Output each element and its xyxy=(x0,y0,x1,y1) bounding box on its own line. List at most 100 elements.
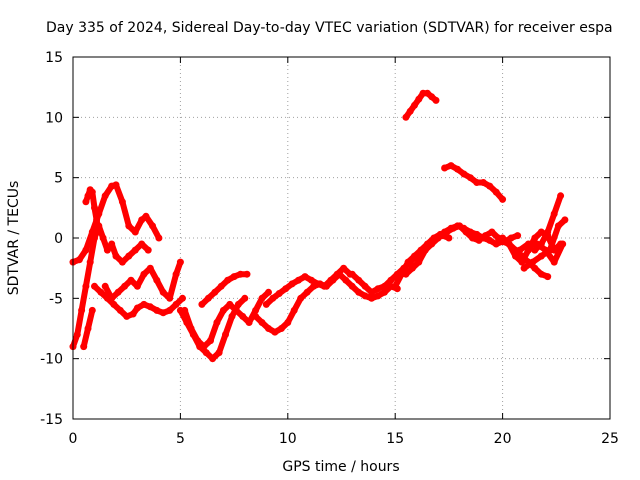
data-point xyxy=(239,312,247,320)
data-point xyxy=(84,325,92,332)
data-point xyxy=(537,228,545,236)
data-point xyxy=(361,292,369,300)
data-point xyxy=(529,258,537,266)
data-point xyxy=(215,349,223,357)
data-point xyxy=(155,234,163,242)
data-point xyxy=(368,288,376,296)
y-axis-label: SDTVAR / TECUs xyxy=(6,181,22,296)
data-point xyxy=(473,230,481,238)
grid-lines xyxy=(73,57,610,419)
y-tick-label: 0 xyxy=(54,231,63,247)
data-point xyxy=(447,162,455,170)
data-point xyxy=(252,312,260,320)
data-point xyxy=(88,306,96,314)
data-point xyxy=(198,300,206,308)
data-point xyxy=(537,270,545,278)
series-line xyxy=(70,222,152,350)
data-point xyxy=(91,204,98,212)
data-point xyxy=(262,300,270,308)
series-track-4 xyxy=(82,186,103,236)
data-point xyxy=(466,228,474,236)
data-point xyxy=(88,188,96,196)
data-point xyxy=(524,240,532,248)
data-point xyxy=(381,282,388,290)
data-point xyxy=(234,300,242,308)
series-track-9 xyxy=(198,270,251,308)
data-point xyxy=(415,95,423,103)
data-point xyxy=(381,288,388,296)
data-point xyxy=(237,270,244,278)
data-point xyxy=(531,264,539,272)
data-point xyxy=(78,306,86,314)
data-point xyxy=(209,355,217,363)
data-point xyxy=(411,252,418,260)
data-point xyxy=(269,294,277,302)
data-point xyxy=(544,228,552,236)
data-point xyxy=(207,337,214,345)
data-point xyxy=(303,288,311,296)
data-point xyxy=(327,276,335,284)
data-point xyxy=(355,288,363,296)
data-point xyxy=(176,258,184,266)
data-point xyxy=(73,331,81,338)
data-point xyxy=(514,232,522,240)
y-tick-label: 10 xyxy=(45,110,63,126)
data-point xyxy=(149,222,156,230)
data-point xyxy=(265,325,272,332)
data-point xyxy=(411,101,418,109)
data-point xyxy=(428,240,436,248)
data-point xyxy=(153,276,161,284)
data-point xyxy=(441,228,449,236)
data-point xyxy=(116,306,124,314)
data-point xyxy=(121,282,129,290)
chart-title: Day 335 of 2024, Sidereal Day-to-day VTE… xyxy=(46,20,613,36)
data-point xyxy=(252,306,260,314)
data-point xyxy=(243,270,251,278)
data-point xyxy=(123,312,131,320)
data-point xyxy=(172,300,180,308)
data-point xyxy=(387,276,395,284)
data-point xyxy=(492,188,500,196)
data-point xyxy=(82,246,90,254)
data-point xyxy=(187,325,195,332)
data-point xyxy=(561,216,569,224)
data-point xyxy=(402,270,410,278)
data-point xyxy=(499,195,507,203)
data-point xyxy=(131,228,139,236)
x-tick-label: 25 xyxy=(601,431,619,447)
data-point xyxy=(301,273,309,281)
data-point xyxy=(307,276,315,284)
data-point xyxy=(99,234,107,242)
series-track-16 xyxy=(441,162,507,203)
data-point xyxy=(110,300,118,308)
data-point xyxy=(447,224,455,232)
data-point xyxy=(125,252,133,260)
data-point xyxy=(82,282,90,290)
series-track-2 xyxy=(69,222,152,351)
data-point xyxy=(277,325,285,332)
data-point xyxy=(288,280,296,288)
data-point xyxy=(544,273,552,281)
data-point xyxy=(101,282,109,290)
data-point xyxy=(142,212,150,220)
data-point xyxy=(101,192,109,200)
data-point xyxy=(222,331,229,338)
data-point xyxy=(368,294,376,302)
data-point xyxy=(125,222,133,230)
data-point xyxy=(454,222,461,230)
data-point xyxy=(295,276,302,284)
data-point xyxy=(140,300,148,308)
data-point xyxy=(241,294,249,302)
data-point xyxy=(441,164,449,172)
series-track-20 xyxy=(516,240,567,266)
data-point xyxy=(146,303,154,311)
x-tick-label: 15 xyxy=(386,431,404,447)
data-point xyxy=(460,224,468,232)
data-point xyxy=(479,179,487,186)
data-point xyxy=(454,165,461,173)
data-point xyxy=(486,236,494,244)
x-tick-label: 5 xyxy=(176,431,185,447)
data-point xyxy=(153,306,161,314)
data-point xyxy=(129,310,137,318)
